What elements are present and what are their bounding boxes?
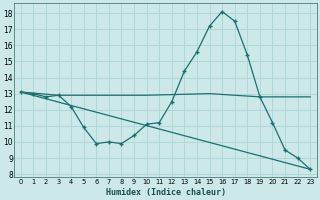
X-axis label: Humidex (Indice chaleur): Humidex (Indice chaleur) — [106, 188, 226, 197]
